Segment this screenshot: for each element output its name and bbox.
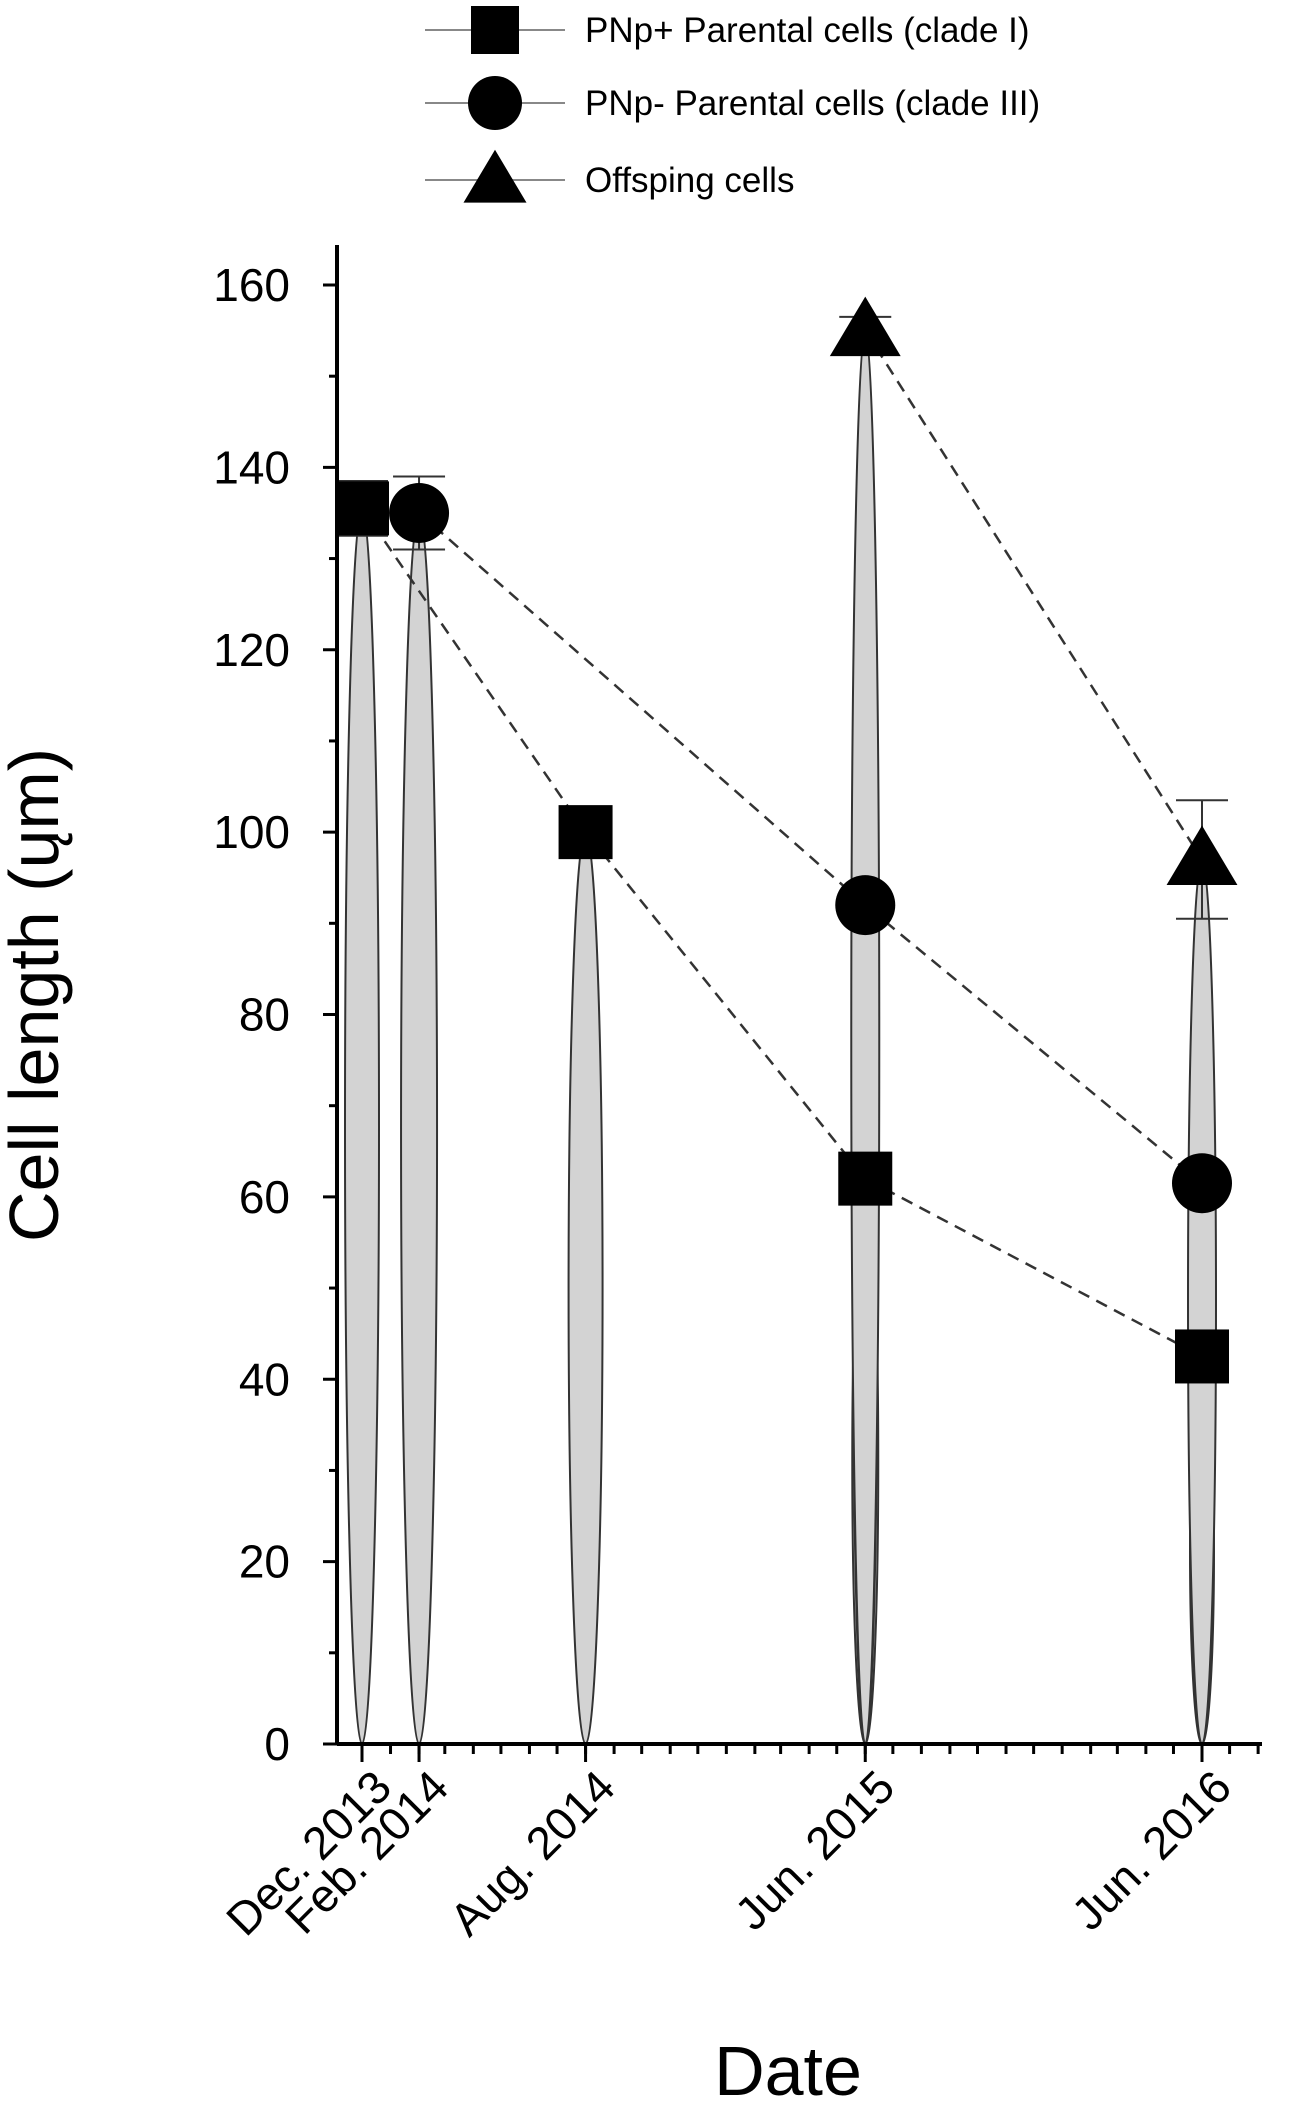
legend-marker [463, 149, 527, 203]
y-tick-label: 20 [239, 1536, 290, 1588]
legend-label: PNp+ Parental cells (clade I) [585, 11, 1030, 50]
y-tick-label: 0 [264, 1718, 290, 1770]
y-tick-label: 40 [239, 1353, 290, 1405]
legend-label: PNp- Parental cells (clade III) [585, 84, 1040, 123]
ellipse-bar [1187, 858, 1217, 1745]
data-point [829, 296, 901, 357]
data-point [1166, 825, 1238, 885]
y-tick-label: 60 [239, 1171, 290, 1223]
x-tick-label: Jun. 2016 [1061, 1760, 1241, 1940]
y-ticks: 0 20 40 60 80 100 120 140 160 [213, 259, 337, 1770]
ellipses-layer [344, 329, 1217, 1745]
ellipse-bar [567, 831, 604, 1745]
series-lines-layer [360, 329, 1204, 1358]
data-point [389, 482, 450, 543]
ellipse-bar [344, 507, 380, 1745]
data-point [835, 875, 896, 936]
legend-marker [468, 76, 522, 130]
ellipse-bar [850, 329, 881, 1745]
x-axis-title: Date [714, 2032, 862, 2110]
y-tick-label: 80 [239, 989, 290, 1041]
data-point [335, 481, 389, 536]
x-tick-label: Jun. 2015 [725, 1760, 905, 1940]
series-line [864, 329, 1204, 861]
data-point [1175, 1329, 1229, 1384]
series-line [418, 512, 1203, 1185]
legend-marker [471, 6, 519, 54]
legend: PNp+ Parental cells (clade I) PNp- Parent… [425, 6, 1040, 203]
ellipse-bar [400, 511, 439, 1745]
y-tick-label: 100 [213, 806, 290, 858]
legend-label: Offsping cells [585, 161, 794, 200]
markers-layer [335, 296, 1238, 1384]
y-tick-label: 140 [213, 441, 290, 493]
y-axis-title: Cell length (ųm) [0, 748, 73, 1242]
y-tick-label: 120 [213, 624, 290, 676]
data-point [838, 1151, 893, 1206]
data-point [1172, 1153, 1232, 1214]
x-tick-label: Aug. 2014 [440, 1760, 625, 1945]
y-tick-label: 160 [213, 259, 290, 311]
series-line [360, 507, 1203, 1358]
data-point [558, 805, 613, 860]
error-bars-layer [336, 315, 1228, 920]
